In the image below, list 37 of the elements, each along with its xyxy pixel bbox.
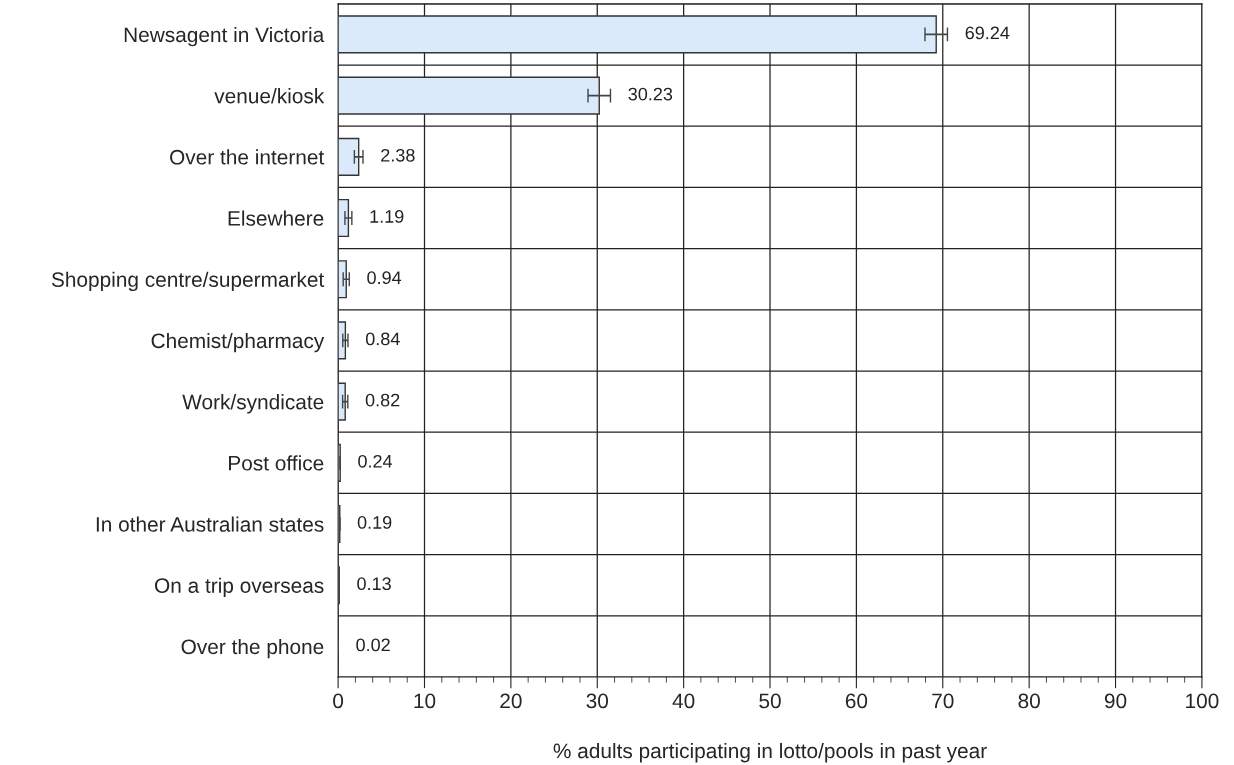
data-label: 30.23 <box>628 87 673 101</box>
y-tick-label: Elsewhere <box>228 210 324 226</box>
x-tick-label: 0 <box>333 693 344 709</box>
x-tick-label: 30 <box>586 693 609 709</box>
x-tick-label: 70 <box>932 693 954 709</box>
x-tick-label: 20 <box>500 693 522 709</box>
bar <box>338 137 360 176</box>
y-tick-label: Work/syndicate <box>182 394 324 414</box>
data-label: 0.02 <box>356 638 390 652</box>
y-tick-label: On a trip overseas <box>155 577 324 598</box>
x-tick-label: 40 <box>672 693 695 709</box>
data-label: 0.24 <box>358 454 393 468</box>
x-tick-label: 100 <box>1186 693 1219 709</box>
data-label: 1.19 <box>370 210 404 223</box>
x-tick-label: 90 <box>1104 693 1127 709</box>
data-label: 0.82 <box>365 393 400 407</box>
x-tick-label: 50 <box>759 693 781 709</box>
bar <box>338 15 937 54</box>
data-label: 0.19 <box>357 516 392 529</box>
y-tick-label: venue/kiosk <box>214 88 325 104</box>
data-label: 0.84 <box>365 332 400 346</box>
x-axis-title: % adults participating in lotto/pools in past year <box>553 742 987 763</box>
data-label: 0.13 <box>357 577 391 591</box>
y-tick-label: Chemist/pharmacy <box>151 332 325 353</box>
x-tick-label: 10 <box>414 693 436 709</box>
x-tick-label: 60 <box>845 693 868 709</box>
x-tick-label: 80 <box>1018 693 1040 709</box>
data-label: 0.94 <box>367 271 402 285</box>
y-tick-label: Newsagent in Victoria <box>124 26 325 47</box>
y-tick-label: Shopping centre/supermarket <box>51 271 325 292</box>
y-tick-label: In other Australian states <box>96 516 324 532</box>
y-tick-label: Post office <box>229 455 324 471</box>
y-tick-label: Over the internet <box>170 149 325 165</box>
data-label: 69.24 <box>965 26 1010 40</box>
bar <box>338 76 600 115</box>
y-tick-label: Over the phone <box>181 638 324 659</box>
data-label: 2.38 <box>381 148 415 162</box>
